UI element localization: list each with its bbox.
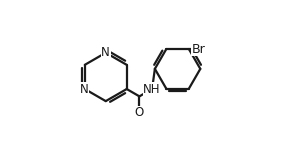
Text: Br: Br bbox=[191, 43, 205, 56]
Text: N: N bbox=[80, 83, 89, 95]
Text: O: O bbox=[135, 106, 144, 119]
Text: NH: NH bbox=[143, 83, 161, 95]
Text: N: N bbox=[101, 46, 110, 59]
